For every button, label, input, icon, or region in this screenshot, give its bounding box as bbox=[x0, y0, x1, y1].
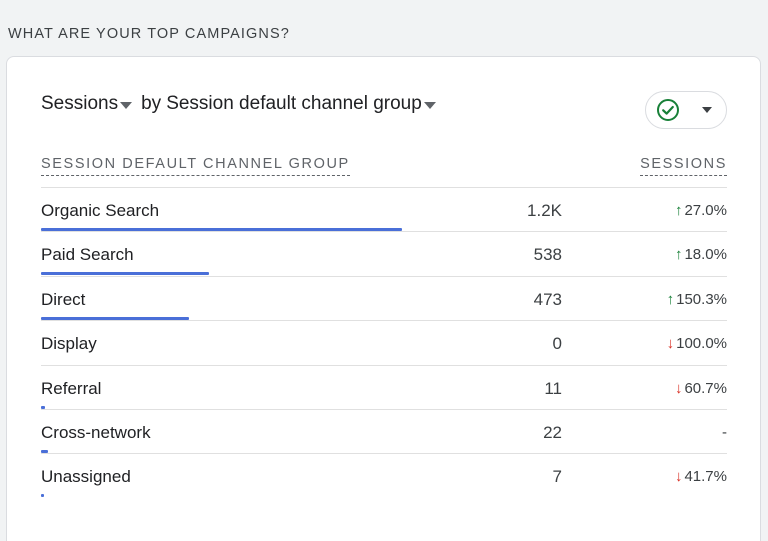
arrow-down-icon: ↓ bbox=[674, 468, 683, 486]
row-change: ↑ 18.0% bbox=[675, 246, 727, 263]
row-change-value: 150.3% bbox=[676, 290, 727, 308]
table-row[interactable]: Cross-network 22 - bbox=[41, 408, 727, 453]
section-heading: WHAT ARE YOUR TOP CAMPAIGNS? bbox=[8, 26, 290, 42]
arrow-down-icon: ↓ bbox=[666, 335, 675, 353]
top-campaigns-card: Sessions by Session default channel grou… bbox=[6, 56, 761, 541]
row-sessions-value: 538 bbox=[533, 245, 562, 265]
arrow-down-icon: ↓ bbox=[674, 379, 683, 397]
metric-selector-label[interactable]: Sessions bbox=[41, 93, 119, 114]
row-sessions-value: 11 bbox=[544, 378, 562, 398]
row-channel-name: Paid Search bbox=[41, 245, 134, 265]
row-change-value: - bbox=[722, 423, 727, 441]
row-share-bar bbox=[41, 316, 189, 320]
column-header-sessions[interactable]: SESSIONS bbox=[640, 156, 727, 176]
row-share-bar bbox=[41, 494, 44, 498]
table-row[interactable]: Paid Search 538 ↑ 18.0% bbox=[41, 231, 727, 276]
arrow-up-icon: ↑ bbox=[674, 202, 683, 219]
dimension-selector-label[interactable]: Session default channel group bbox=[166, 93, 422, 114]
table-row[interactable]: Direct 473 ↑ 150.3% bbox=[41, 275, 727, 320]
row-channel-name: Unassigned bbox=[41, 467, 131, 487]
dimension-dropdown-caret-icon[interactable] bbox=[423, 101, 436, 109]
arrow-up-icon: ↑ bbox=[666, 290, 675, 308]
column-headers: SESSION DEFAULT CHANNEL GROUP SESSIONS bbox=[41, 156, 727, 180]
table-row[interactable]: Unassigned 7 ↓ 41.7% bbox=[41, 453, 727, 498]
table-row[interactable]: Referral 11 ↓ 60.7% bbox=[41, 364, 727, 409]
arrow-up-icon: ↑ bbox=[674, 246, 683, 264]
row-channel-name: Display bbox=[41, 334, 97, 354]
row-sessions-value: 1.2K bbox=[527, 201, 562, 220]
by-label: by bbox=[141, 93, 162, 114]
row-change: ↑ 27.0% bbox=[675, 202, 727, 219]
row-change-value: 18.0% bbox=[684, 246, 727, 264]
row-change: ↓ 100.0% bbox=[667, 335, 727, 352]
row-share-bar bbox=[41, 228, 402, 231]
row-channel-name: Direct bbox=[41, 289, 86, 309]
card-title: Sessions by Session default channel grou… bbox=[41, 93, 439, 115]
status-menu-button[interactable] bbox=[645, 91, 727, 129]
metric-dropdown-caret-icon[interactable] bbox=[120, 101, 133, 109]
table-row[interactable]: Organic Search 1.2K ↑ 27.0% bbox=[41, 187, 727, 231]
row-change: ↓ 41.7% bbox=[675, 468, 727, 485]
row-sessions-value: 473 bbox=[533, 289, 562, 309]
row-change: ↑ 150.3% bbox=[667, 291, 727, 308]
row-channel-name: Cross-network bbox=[41, 422, 151, 442]
table-row[interactable]: Display 0 ↓ 100.0% bbox=[41, 320, 727, 364]
row-change: ↓ 60.7% bbox=[675, 380, 727, 397]
row-change-value: 100.0% bbox=[676, 335, 727, 353]
row-sessions-value: 22 bbox=[543, 422, 562, 442]
chevron-down-icon bbox=[702, 107, 712, 113]
row-change-value: 60.7% bbox=[684, 379, 727, 397]
row-sessions-value: 7 bbox=[552, 467, 562, 487]
row-share-bar bbox=[41, 272, 209, 276]
row-sessions-value: 0 bbox=[552, 334, 562, 354]
row-change-value: 41.7% bbox=[684, 468, 727, 486]
row-share-bar bbox=[41, 449, 48, 453]
column-header-dimension[interactable]: SESSION DEFAULT CHANNEL GROUP bbox=[41, 156, 350, 176]
check-circle-icon bbox=[656, 98, 680, 122]
row-channel-name: Organic Search bbox=[41, 201, 160, 220]
row-channel-name: Referral bbox=[41, 378, 102, 398]
row-change-value: 27.0% bbox=[684, 202, 727, 219]
channel-table: Organic Search 1.2K ↑ 27.0% Paid Search 538 ↑ 1… bbox=[41, 187, 727, 498]
row-share-bar bbox=[41, 405, 45, 409]
row-change: - bbox=[722, 424, 727, 441]
